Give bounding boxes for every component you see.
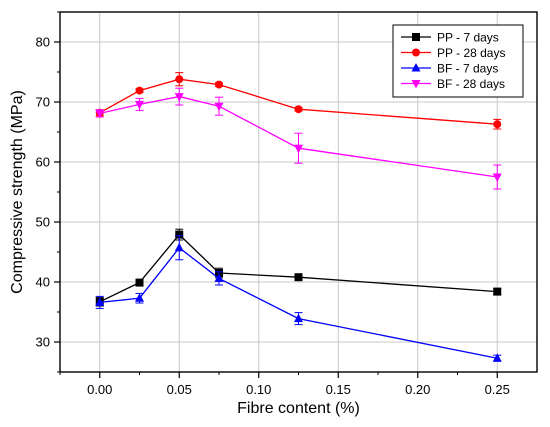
x-tick-label: 0.00 — [87, 382, 112, 397]
data-point — [493, 287, 502, 296]
data-point — [135, 86, 144, 95]
y-tick-label: 30 — [36, 335, 50, 350]
x-axis-title: Fibre content (%) — [237, 400, 360, 417]
data-point — [95, 109, 105, 119]
data-point — [492, 353, 502, 362]
data-point — [135, 293, 144, 302]
data-point — [493, 120, 502, 129]
legend-marker — [412, 48, 420, 57]
series-line — [99, 233, 498, 303]
y-tick-label: 60 — [36, 155, 50, 170]
y-axis-title: Compressive strength (MPa) — [9, 90, 26, 294]
x-tick-label: 0.25 — [485, 382, 510, 397]
data-point — [294, 313, 303, 323]
series — [95, 228, 502, 307]
data-point — [492, 173, 502, 182]
legend-marker — [412, 33, 420, 41]
legend-label: BF - 28 days — [437, 77, 505, 91]
series — [95, 72, 502, 130]
legend-label: BF - 7 days — [437, 62, 498, 76]
data-point — [215, 80, 223, 89]
series-line — [99, 246, 498, 359]
x-tick-label: 0.10 — [246, 382, 271, 397]
series — [95, 87, 502, 190]
y-tick-label: 40 — [36, 275, 50, 290]
data-point — [214, 273, 224, 282]
data-point — [95, 297, 105, 306]
data-point — [175, 230, 184, 239]
legend-label: PP - 28 days — [437, 46, 505, 60]
data-point — [294, 105, 303, 114]
y-tick-label: 50 — [36, 215, 50, 230]
series — [95, 235, 502, 362]
series-line — [99, 78, 498, 125]
data-point — [214, 102, 224, 112]
data-point — [135, 100, 144, 110]
y-tick-label: 70 — [36, 95, 50, 110]
data-point — [294, 144, 303, 154]
data-point — [174, 93, 184, 102]
legend-label: PP - 7 days — [437, 31, 499, 45]
data-point — [175, 75, 184, 84]
series-layer — [95, 72, 502, 362]
x-tick-label: 0.15 — [326, 382, 351, 397]
legend-marker — [411, 63, 421, 72]
axes: 0.00 0.05 0.10 0.15 0.20 0.25 30 40 50 60 70 80 — [36, 11, 510, 397]
x-tick-label: 0.20 — [405, 382, 430, 397]
series-line — [99, 95, 498, 178]
y-tick-label: 80 — [36, 35, 50, 50]
data-point — [135, 278, 144, 287]
data-point — [294, 273, 303, 282]
data-point — [174, 242, 184, 252]
legend-marker — [411, 80, 421, 89]
x-tick-label: 0.05 — [167, 382, 192, 397]
